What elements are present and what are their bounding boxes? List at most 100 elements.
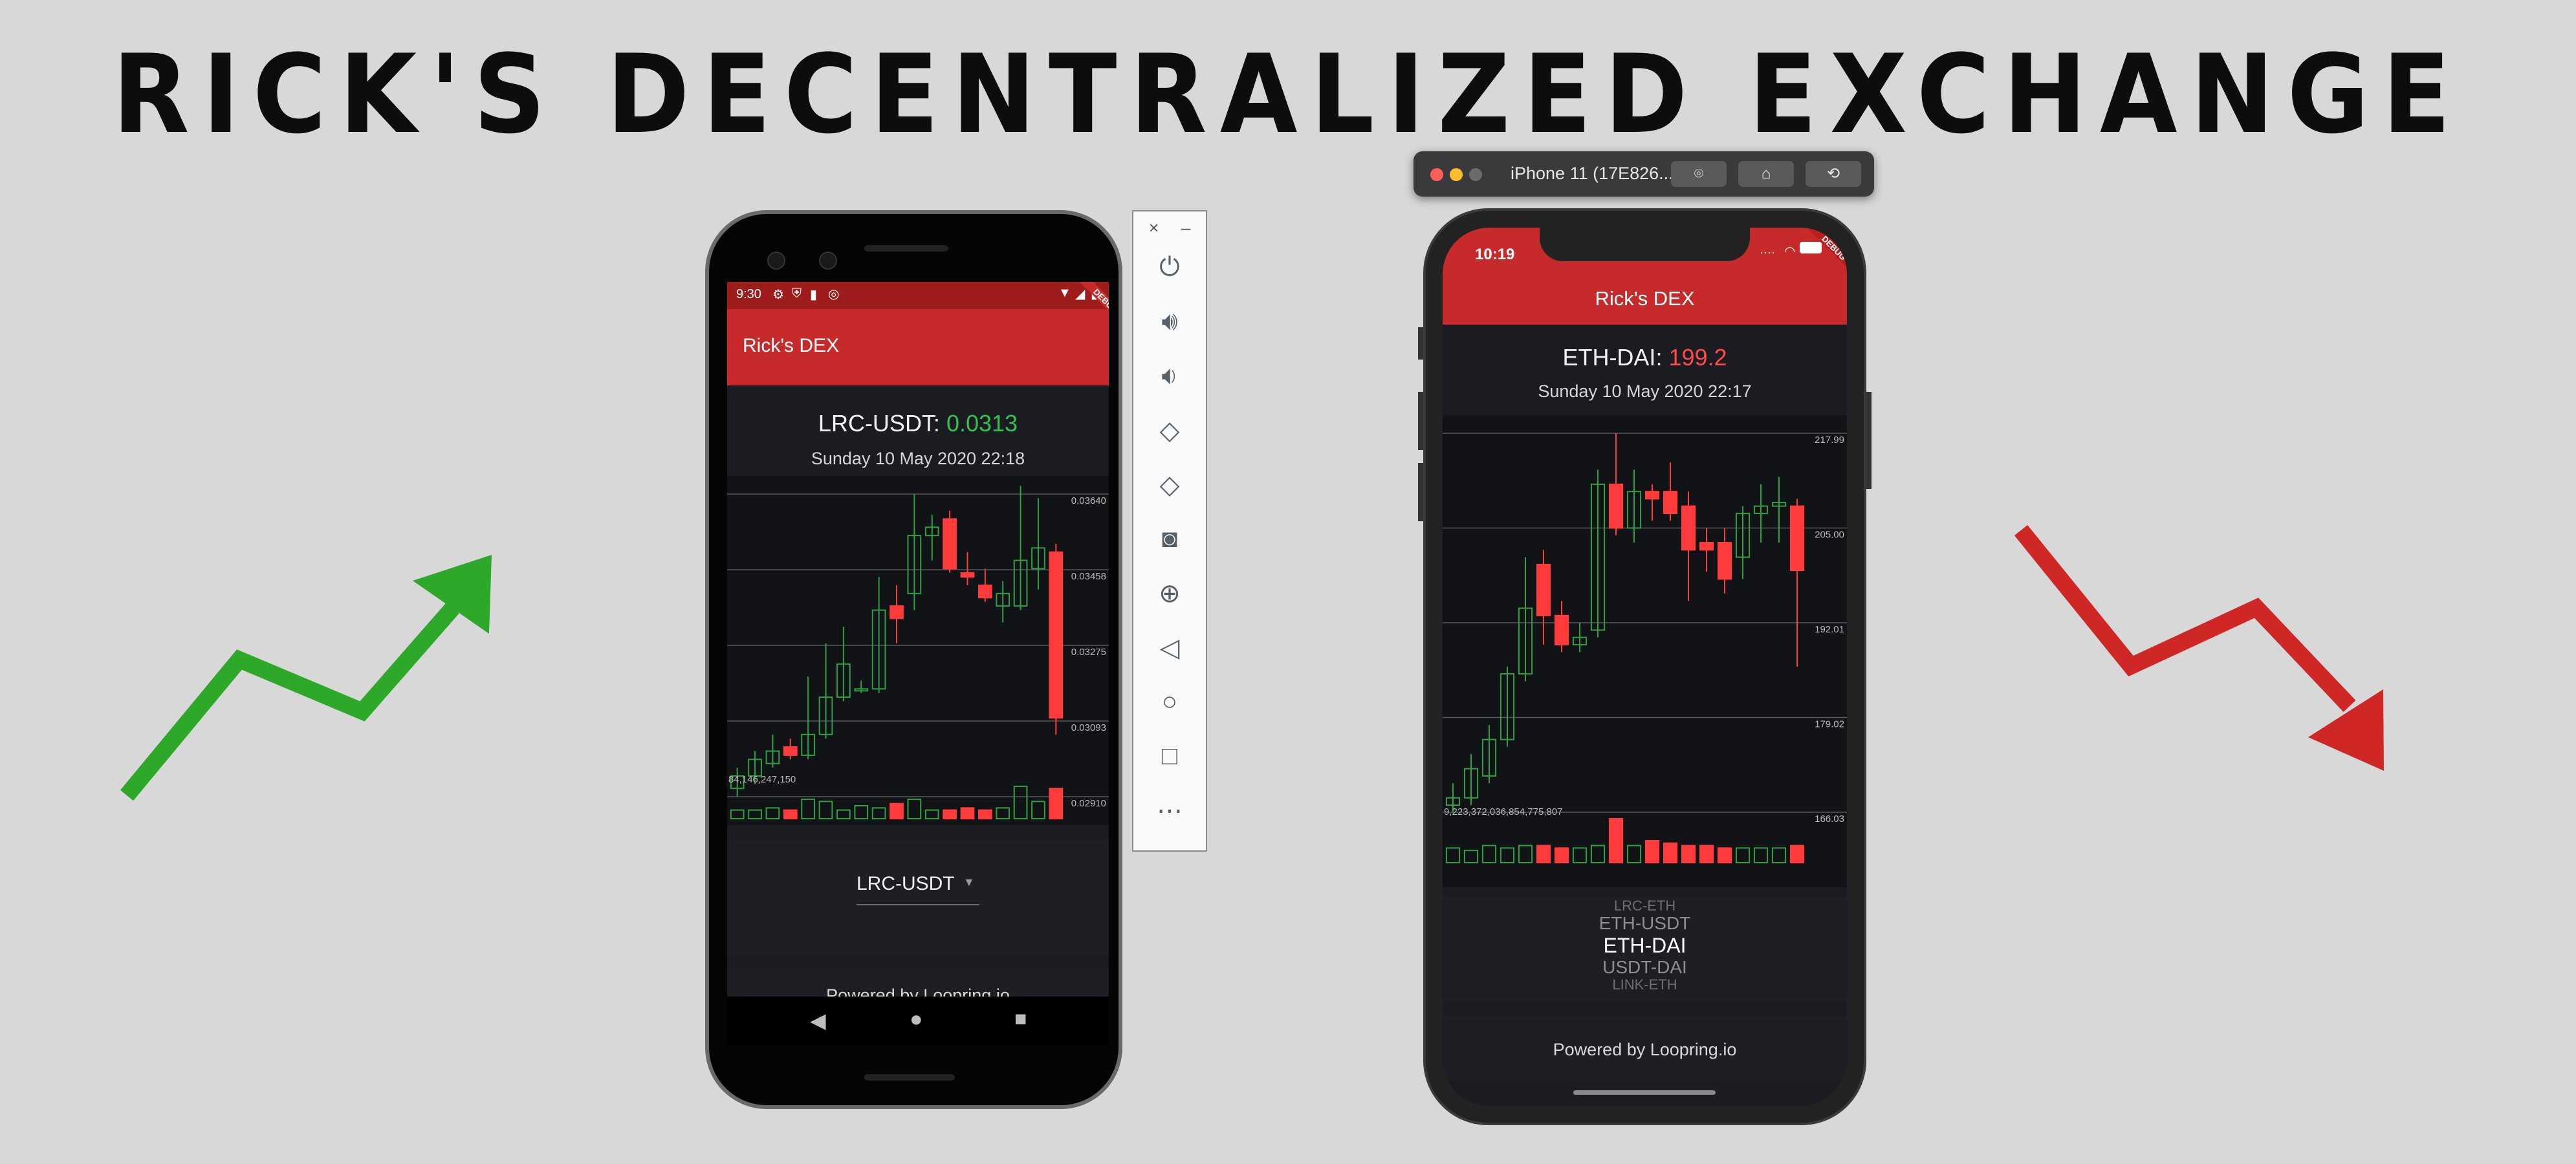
- rotate-right-icon[interactable]: ◇: [1159, 471, 1180, 499]
- volume-label: 84,146,247,150: [728, 774, 796, 785]
- android-nav-buttons: ◀ ● ■: [727, 997, 1109, 1045]
- volume-bar: [1753, 847, 1769, 863]
- candle-body: [1789, 505, 1805, 571]
- candle-body: [801, 733, 816, 756]
- candle-body: [960, 572, 975, 578]
- recents-icon[interactable]: ■: [1014, 1007, 1027, 1030]
- candle-body: [1445, 797, 1461, 806]
- pair-dropdown[interactable]: LRC-USDT ▼: [857, 873, 979, 905]
- back-icon[interactable]: ◀: [810, 1009, 826, 1032]
- zoom-window-button[interactable]: [1469, 168, 1482, 181]
- volume-label: 9,223,372,036,854,775,807: [1444, 806, 1563, 817]
- candle-body: [890, 605, 904, 620]
- camera-icon[interactable]: ◙: [1161, 524, 1178, 553]
- volume-bar: [1663, 842, 1678, 863]
- volume-bar: [730, 809, 745, 820]
- volume-bar: [1699, 845, 1714, 863]
- volume-bar: [943, 809, 957, 820]
- picker-item[interactable]: ETH-USDT: [1599, 913, 1691, 933]
- candle-body: [977, 585, 992, 599]
- status-time: 10:19: [1475, 246, 1515, 263]
- app-title: Rick's DEX: [1595, 287, 1695, 310]
- minimize-icon[interactable]: –: [1181, 218, 1191, 237]
- close-icon[interactable]: ×: [1149, 218, 1159, 237]
- home-icon[interactable]: ⌂: [1738, 161, 1794, 187]
- pair-picker[interactable]: LRC-ETH ETH-USDT ETH-DAI USDT-DAI LINK-E…: [1443, 898, 1847, 1001]
- more-icon[interactable]: ⋯: [1157, 797, 1183, 825]
- price-tick-label: 179.02: [1815, 719, 1844, 730]
- volume-bar: [1049, 788, 1064, 820]
- volume-down-button: [1418, 463, 1423, 521]
- volume-bar: [1445, 847, 1461, 863]
- candle-body: [783, 746, 798, 756]
- volume-bar: [1789, 845, 1805, 863]
- candle-body: [1500, 673, 1515, 740]
- picker-item[interactable]: USDT-DAI: [1602, 957, 1687, 977]
- volume-bar: [1771, 847, 1787, 863]
- volume-bar: [748, 809, 762, 820]
- picker-item-selected[interactable]: ETH-DAI: [1603, 934, 1686, 957]
- candle-body: [1049, 551, 1064, 719]
- home-icon[interactable]: ○: [1161, 687, 1178, 716]
- candle-body: [1590, 483, 1606, 631]
- candle-body: [765, 750, 780, 764]
- home-indicator: [1573, 1090, 1716, 1095]
- price-tick-label: 0.03275: [1071, 647, 1106, 658]
- candle-body: [907, 535, 922, 594]
- signal-status-icon: ◢: [1075, 287, 1086, 301]
- volume-up-button: [1418, 392, 1423, 450]
- date-label: Sunday 10 May 2020 22:17: [1538, 382, 1752, 401]
- price-tick-label: 0.02910: [1071, 798, 1106, 809]
- volume-bar: [924, 809, 939, 820]
- minimize-window-button[interactable]: [1450, 168, 1463, 181]
- candle-body: [1608, 483, 1624, 529]
- home-icon[interactable]: ●: [910, 1007, 923, 1031]
- close-window-button[interactable]: [1430, 168, 1443, 181]
- candle-body: [818, 696, 833, 735]
- pair-label: LRC-USDT:: [818, 410, 940, 436]
- emulator-control-panel: × – ⏻ 🔊︎ 🔉︎ ◇ ◇ ◙ ⊕ ◁ ○ □ ⋯: [1132, 210, 1207, 852]
- volume-bar: [1518, 845, 1533, 863]
- zoom-icon[interactable]: ⊕: [1159, 579, 1181, 608]
- date-label: Sunday 10 May 2020 22:18: [811, 449, 1025, 468]
- volume-bar: [854, 805, 869, 819]
- volume-bar: [977, 809, 992, 820]
- iphone-screen: 10:19 ···· ◠ Rick's DEX DEBUG ETH-DAI: 1…: [1443, 228, 1847, 1106]
- volume-bar: [836, 809, 851, 820]
- picker-item[interactable]: LINK-ETH: [1612, 976, 1677, 993]
- pair-price-line: ETH-DAI: 199.2: [1443, 344, 1847, 371]
- price-tick-label: 0.03640: [1071, 495, 1106, 506]
- sim-status-icon: ▮: [810, 288, 818, 302]
- picker-item[interactable]: LRC-ETH: [1613, 898, 1676, 914]
- pair-label: ETH-DAI:: [1562, 344, 1663, 371]
- candle-body: [854, 688, 869, 692]
- simulator-toolbar: iPhone 11 (17E826... ⌾ ⌂ ⟲: [1414, 151, 1874, 197]
- volume-up-icon[interactable]: 🔊︎: [1161, 307, 1178, 336]
- candle-body: [1717, 542, 1732, 580]
- candle-body: [1699, 542, 1714, 551]
- candlestick-chart: 0.03640 0.03458 0.03275 0.03093 0.02910 84,14…: [727, 486, 1109, 820]
- candle-body: [924, 526, 939, 537]
- rotate-icon[interactable]: ⟲: [1806, 161, 1861, 187]
- candle-body: [1463, 768, 1479, 799]
- volume-bar: [1608, 818, 1624, 863]
- footer-panel: Powered by Loopring.io: [1443, 1017, 1847, 1081]
- back-icon[interactable]: ◁: [1159, 634, 1180, 662]
- android-status-bar: 9:30 ⚙ ⛨ ▮ ◎ ▼ ◢ ▮: [727, 282, 1109, 309]
- signal-status-icon: ····: [1760, 246, 1775, 259]
- candle-body: [1681, 505, 1696, 551]
- volume-down-icon[interactable]: 🔉︎: [1161, 361, 1178, 390]
- volume-bar: [1681, 845, 1696, 863]
- volume-bar: [1481, 845, 1497, 863]
- volume-bar: [907, 799, 922, 819]
- candle-body: [748, 759, 762, 777]
- power-icon[interactable]: ⏻: [1159, 253, 1180, 281]
- price-value: 199.2: [1668, 344, 1727, 371]
- candle-body: [996, 592, 1010, 607]
- screenshot-icon[interactable]: ⌾: [1671, 161, 1727, 187]
- rotate-left-icon[interactable]: ◇: [1159, 416, 1180, 445]
- overview-icon[interactable]: □: [1161, 742, 1178, 770]
- volume-bar: [801, 799, 816, 819]
- trend-down-arrow: [2014, 524, 2384, 771]
- wifi-status-icon: ◠: [1784, 244, 1796, 259]
